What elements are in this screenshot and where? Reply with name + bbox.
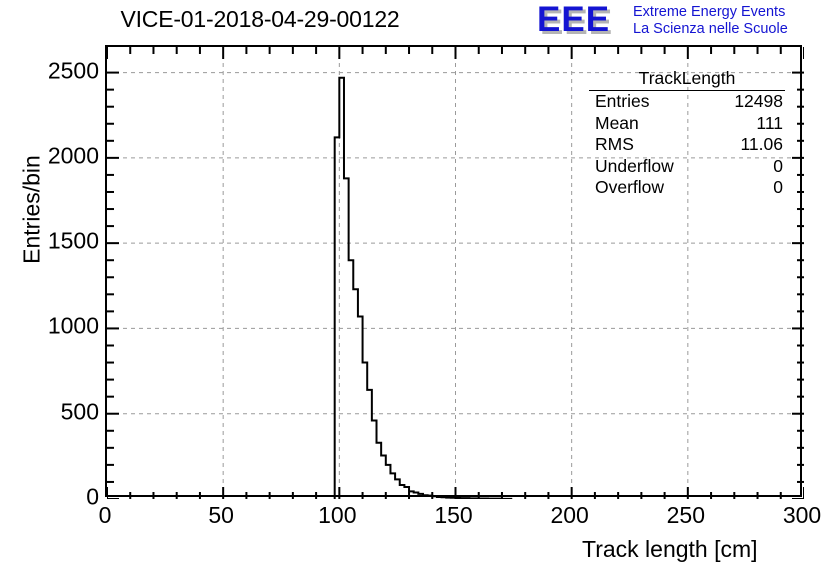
stats-row-label: Mean [595, 112, 639, 133]
histogram-curve [333, 76, 513, 499]
y-tick-label: 1500 [47, 227, 99, 254]
y-tick-label: 500 [60, 398, 99, 425]
stats-row: Mean 111 [589, 113, 785, 135]
x-axis-title: Track length [cm] [582, 536, 758, 562]
stats-row-label: Underflow [595, 155, 674, 176]
stats-rows: Entries 12498 Mean 111 RMS 11.06 Underflow 0 Ove… [589, 91, 785, 199]
x-tick-label: 200 [550, 502, 589, 528]
stats-row-label: RMS [595, 134, 634, 154]
stats-row-label: Entries [595, 91, 650, 111]
plot-frame [105, 45, 804, 499]
stats-row-label: Overflow [595, 177, 665, 197]
stats-row-value: 12498 [734, 91, 783, 111]
stats-row-value: 0 [773, 177, 783, 197]
stats-row: Overflow 0 [589, 177, 785, 199]
stats-row-value: 0 [773, 155, 783, 176]
stats-row: Entries 12498 [589, 91, 785, 113]
eee-logo-line1: Extreme Energy Events [633, 4, 786, 20]
histogram-plot [107, 47, 804, 499]
eee-logo-mark: EEE [537, 0, 611, 39]
eee-logo: EEE Extreme Energy Events La Scienza nel… [537, 0, 833, 39]
y-axis-title: Entries/bin [18, 155, 45, 264]
y-tick-label: 2500 [47, 57, 99, 84]
stats-row-value: 11.06 [740, 134, 784, 154]
y-tick-label: 2000 [47, 142, 99, 169]
x-tick-label: 50 [208, 502, 234, 528]
page-title: VICE-01-2018-04-29-00122 [120, 6, 400, 32]
stats-row: Underflow 0 [589, 156, 785, 178]
x-tick-label: 300 [782, 502, 822, 528]
x-tick-label: 0 [98, 502, 112, 528]
stats-box: TrackLength Entries 12498 Mean 111 RMS 11.06 U… [589, 68, 785, 199]
x-tick-label: 250 [666, 502, 706, 528]
x-tick-label: 150 [434, 502, 473, 528]
stats-row-value: 111 [756, 112, 783, 133]
x-tick-label: 100 [318, 502, 357, 528]
stats-row: RMS 11.06 [589, 134, 785, 156]
stats-title: TrackLength [589, 68, 785, 91]
x-axis-ticks [107, 47, 804, 499]
eee-logo-line2: La Scienza nelle Scuole [633, 21, 788, 37]
y-tick-label: 0 [86, 483, 99, 510]
y-tick-label: 1000 [47, 312, 99, 339]
y-axis-ticks [107, 71, 804, 499]
